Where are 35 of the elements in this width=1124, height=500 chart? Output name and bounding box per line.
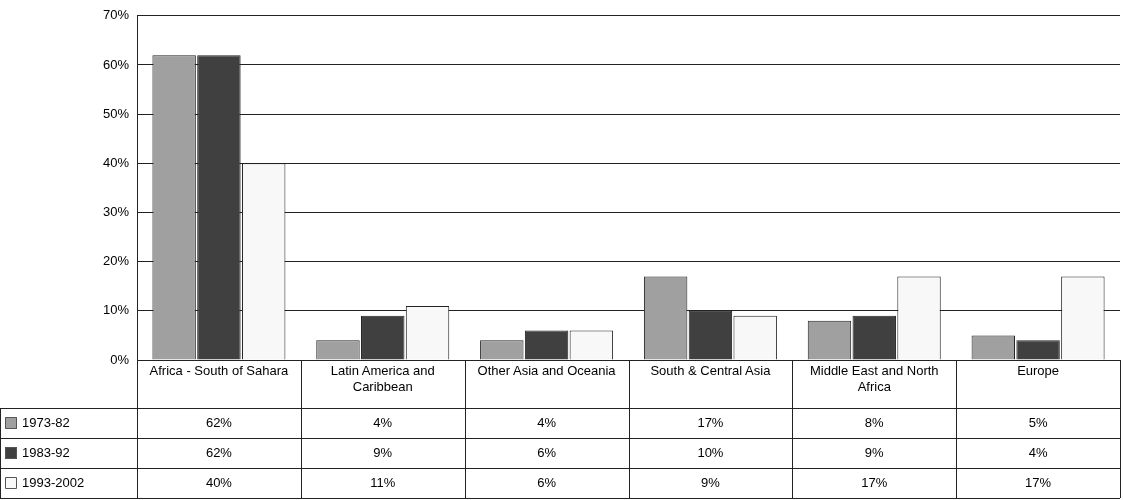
y-tick-label: 60% bbox=[102, 56, 130, 72]
data-label: 6% bbox=[537, 444, 557, 460]
data-label: 6% bbox=[537, 474, 557, 490]
data-label: 9% bbox=[701, 474, 721, 490]
data-label: 62% bbox=[205, 414, 233, 430]
legend-label: 1983-92 bbox=[22, 444, 70, 460]
x-tick-label: Africa - South of Sahara bbox=[149, 363, 290, 379]
y-tick-label: 40% bbox=[102, 154, 130, 170]
data-label: 5% bbox=[1028, 414, 1048, 430]
data-label: 10% bbox=[697, 444, 724, 460]
y-tick-label: 70% bbox=[102, 7, 130, 23]
y-tick-label: 50% bbox=[102, 105, 130, 121]
data-label: 4% bbox=[1028, 444, 1048, 460]
y-tick-label: 30% bbox=[102, 204, 130, 220]
data-label: 40% bbox=[205, 474, 233, 490]
x-tick-label: Latin America and Caribbean bbox=[330, 363, 435, 394]
data-label: 4% bbox=[537, 414, 557, 430]
data-label: 9% bbox=[864, 444, 885, 460]
data-label: 17% bbox=[697, 414, 724, 430]
data-label: 17% bbox=[1025, 474, 1052, 490]
x-tick-label: Middle East and North Africa bbox=[809, 363, 939, 394]
data-label: 62% bbox=[205, 444, 233, 460]
data-label: 9% bbox=[373, 444, 393, 460]
data-label: 17% bbox=[861, 474, 888, 490]
y-tick-label: 10% bbox=[102, 302, 130, 318]
data-label: 11% bbox=[370, 474, 396, 490]
legend-label: 1973-82 bbox=[22, 414, 70, 430]
x-tick-label: South & Central Asia bbox=[650, 363, 772, 379]
legend-label: 1993-2002 bbox=[22, 474, 85, 490]
y-tick-label: 20% bbox=[102, 253, 130, 269]
y-tick-label: 0% bbox=[110, 351, 130, 367]
data-label: 8% bbox=[864, 414, 885, 430]
data-label: 4% bbox=[373, 414, 393, 430]
x-tick-label: Other Asia and Oceania bbox=[477, 363, 617, 379]
x-tick-label: Europe bbox=[1017, 363, 1060, 379]
